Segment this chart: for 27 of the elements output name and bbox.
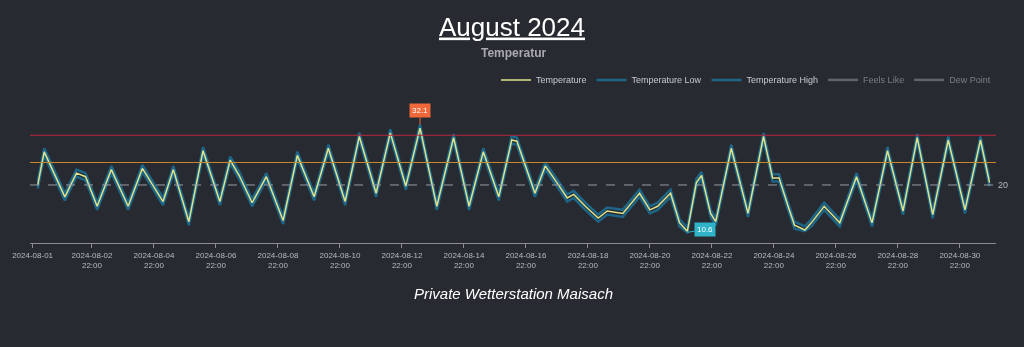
x-tick-label: 2024-08-12 22:00 bbox=[381, 250, 423, 270]
x-tick-label: 2024-08-02 22:00 bbox=[71, 250, 113, 270]
x-tick-label: 2024-08-06 22:00 bbox=[195, 250, 237, 270]
x-tick-label: 2024-08-16 22:00 bbox=[505, 250, 547, 270]
x-tick-label: 2024-08-10 22:00 bbox=[319, 250, 361, 270]
legend-label: Feels Like bbox=[863, 75, 905, 86]
legend-label: Temperature High bbox=[746, 75, 819, 86]
annotation: 32.1 bbox=[412, 106, 429, 115]
chart-subtitle: Temperatur bbox=[481, 46, 547, 60]
x-tick-label: 2024-08-22 22:00 bbox=[691, 250, 733, 270]
legend-label: Dew Point bbox=[949, 75, 991, 86]
x-tick-label: 2024-08-18 22:00 bbox=[567, 250, 609, 270]
text: 20 bbox=[998, 180, 1009, 190]
text: Private Wetterstation Maisach bbox=[414, 285, 613, 302]
legend-label: Temperature bbox=[536, 75, 587, 86]
x-tick-label: 2024-08-28 22:00 bbox=[877, 250, 919, 270]
x-tick-label: 2024-08-04 22:00 bbox=[133, 250, 175, 270]
x-tick-label: 2024-08-30 22:00 bbox=[939, 250, 981, 270]
x-tick-label: 2024-08-24 22:00 bbox=[753, 250, 795, 270]
legend-label: Temperature Low bbox=[631, 75, 702, 86]
chart-title: August 2024 bbox=[438, 11, 586, 42]
x-tick-label: 2024-08-01 bbox=[12, 250, 54, 260]
x-tick-label: 2024-08-14 22:00 bbox=[443, 250, 485, 270]
annotation: 10.6 bbox=[697, 225, 714, 234]
x-tick-label: 2024-08-20 22:00 bbox=[629, 250, 671, 270]
x-tick-label: 2024-08-26 22:00 bbox=[815, 250, 857, 270]
x-tick-label: 2024-08-08 22:00 bbox=[257, 250, 299, 270]
